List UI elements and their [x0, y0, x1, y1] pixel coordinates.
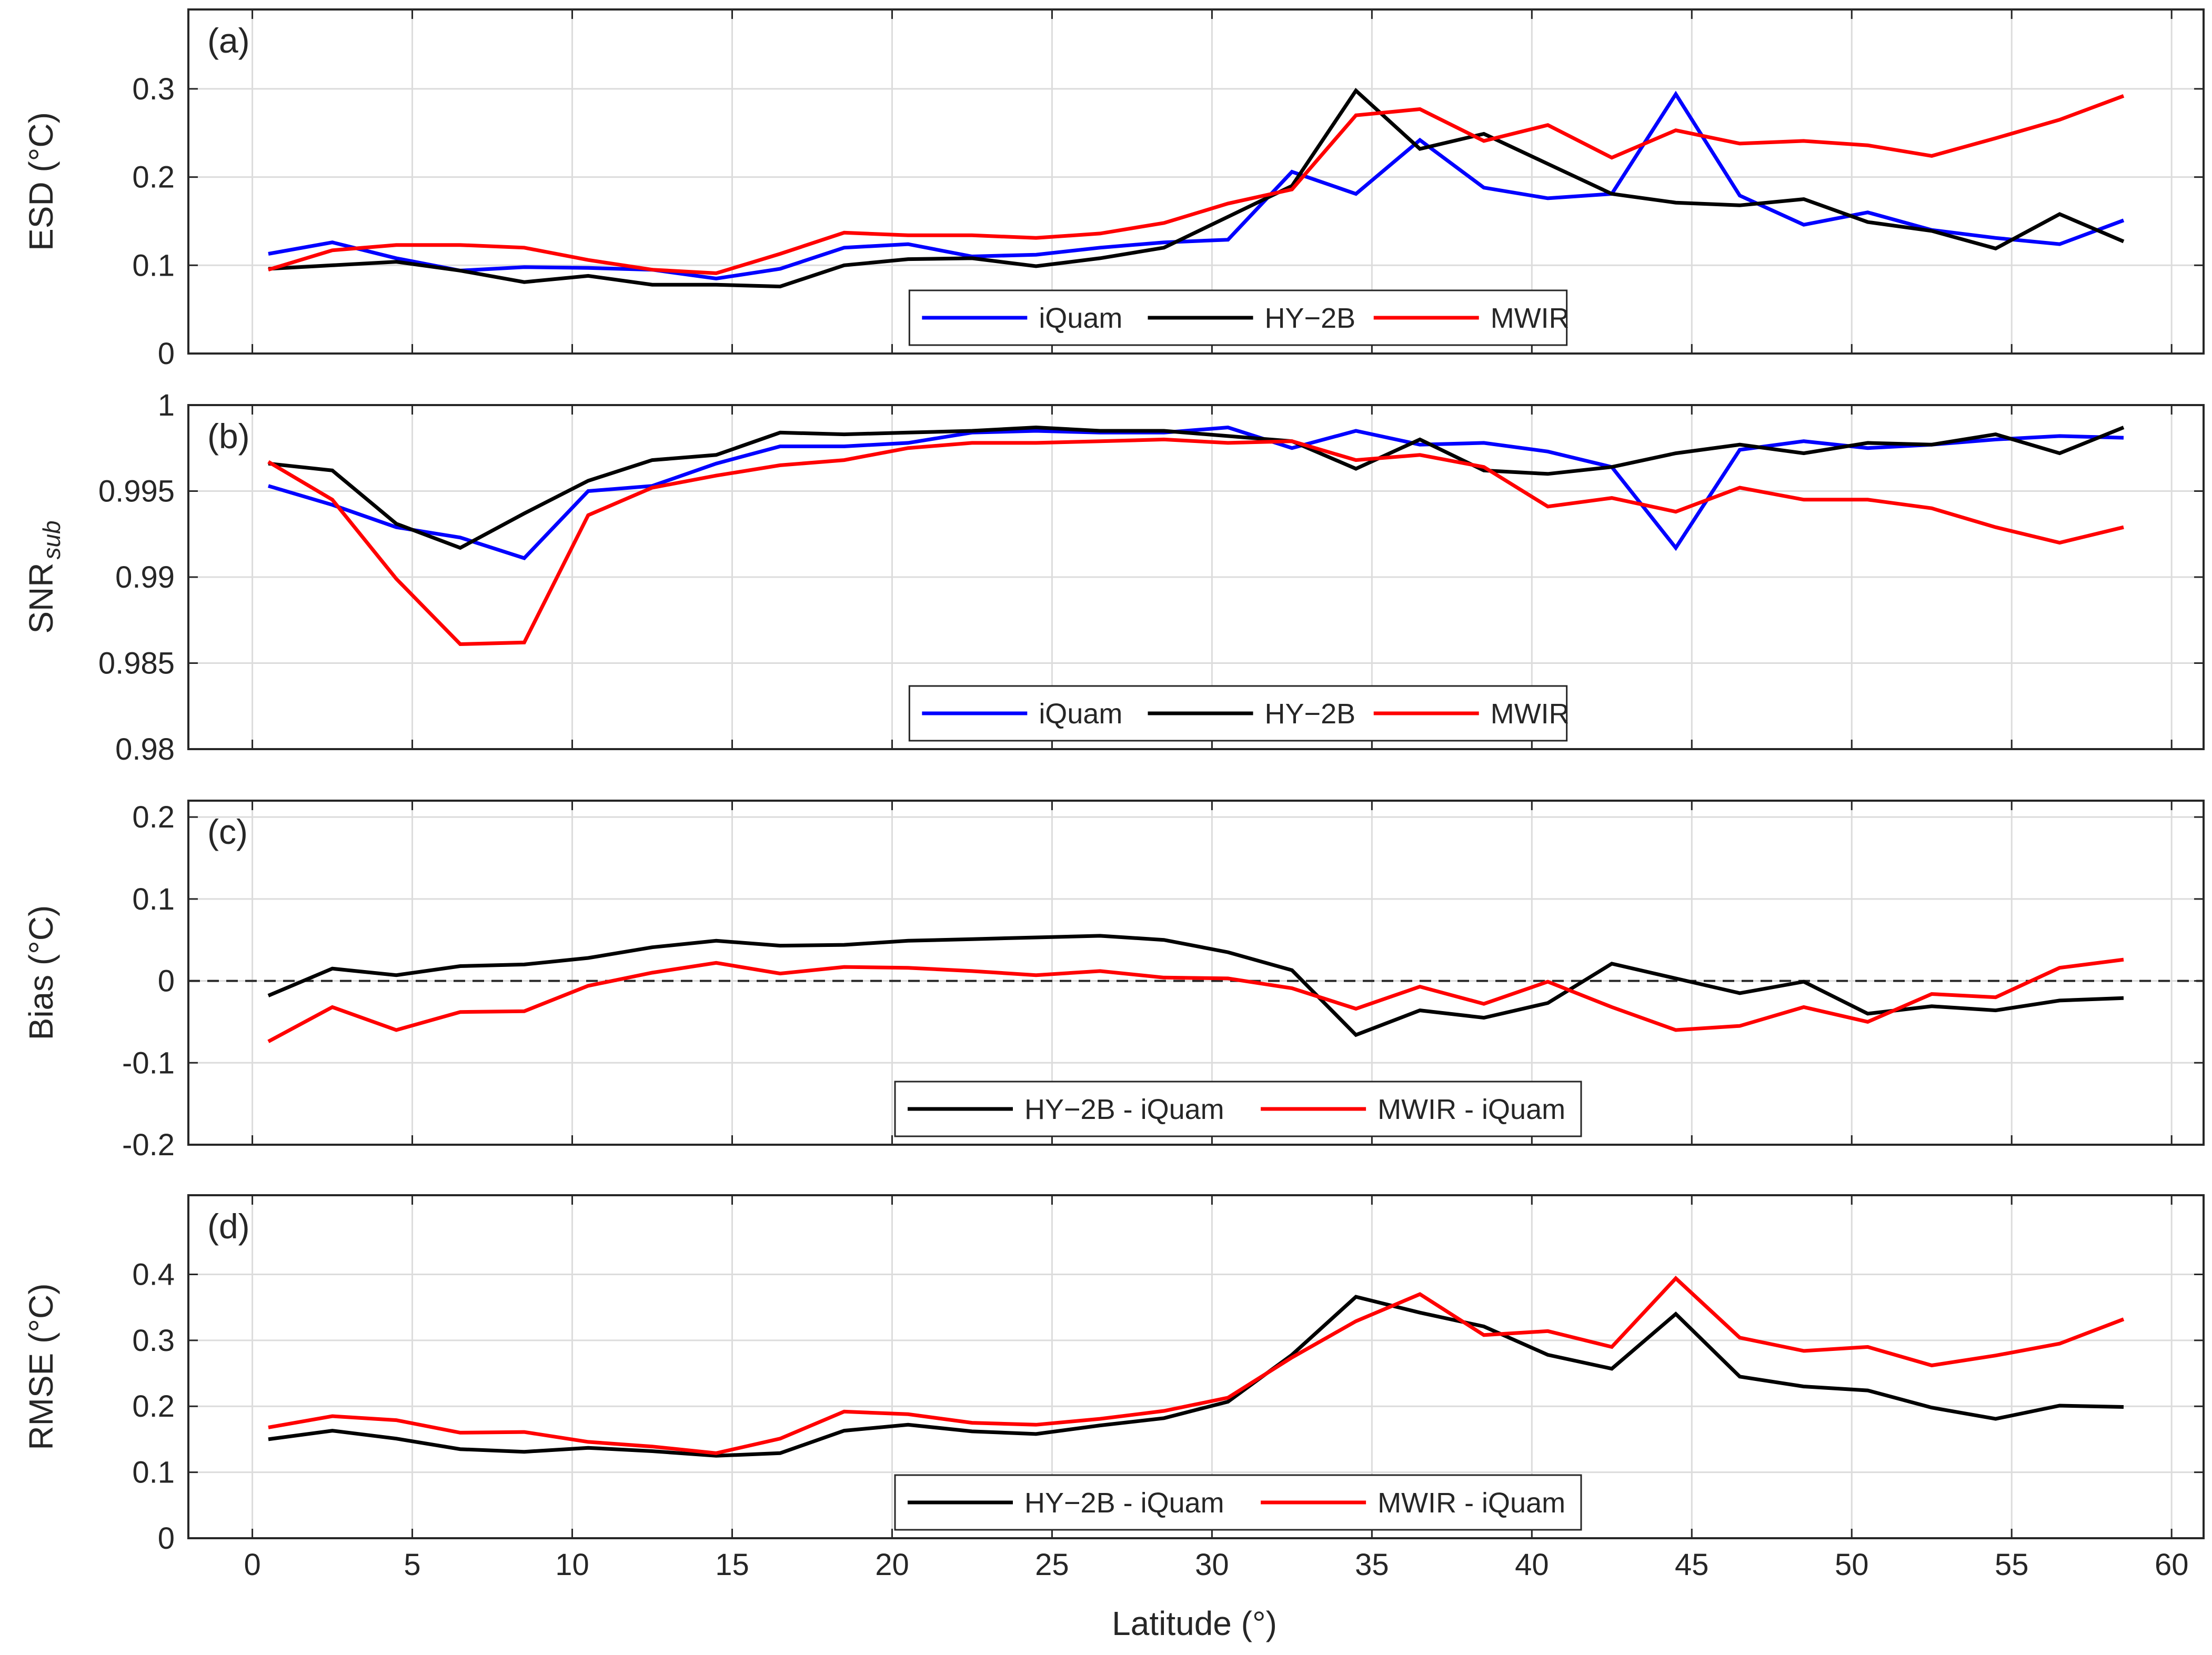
axes-frame: [187, 404, 2205, 750]
series-line-hy-2b: [268, 1295, 2124, 1458]
series-group: [267, 934, 2124, 1043]
legend: iQuam HY−2B MWIR: [908, 289, 1570, 346]
x-tick-label: 50: [1835, 1548, 1869, 1582]
panel-tag: (b): [207, 417, 250, 456]
panel-2: 0.98 0.985 0.99 0.995 1 (b) SNRsub iQuam HY−2B MW…: [22, 388, 2205, 766]
x-tick-label: 60: [2155, 1548, 2189, 1582]
legend: iQuam HY−2B MWIR: [908, 685, 1570, 742]
legend-label: iQuam: [1039, 698, 1122, 730]
panels: 00.10.20.3(a)ESD (°C)iQuam HY−2B MWIR0.980…: [22, 8, 2205, 1582]
series-group: [267, 87, 2125, 289]
y-axis-label: SNRsub: [22, 520, 65, 633]
x-tick-label: 20: [875, 1548, 909, 1582]
axes-frame: [187, 8, 2205, 355]
y-tick-label: 0.3: [132, 72, 175, 106]
y-tick-label: 0: [158, 964, 175, 998]
legend-label: HY−2B - iQuam: [1024, 1094, 1224, 1125]
y-tick-label: -0.1: [122, 1046, 175, 1080]
legend-item: HY−2B - iQuam: [908, 1487, 1224, 1519]
axes-frame: [187, 1194, 2205, 1539]
y-tick-label: 0.985: [98, 647, 175, 681]
y-tick-label: 0: [158, 1521, 175, 1556]
legend-item: iQuam: [922, 302, 1122, 334]
legend-label: MWIR: [1491, 302, 1570, 334]
y-tick-label: 0: [158, 337, 175, 371]
y-tick-label: 0.99: [115, 560, 175, 594]
y-tick-label: 0.995: [98, 475, 175, 509]
y-axis-label: RMSE (°C): [22, 1283, 60, 1450]
panel-tag: (a): [207, 21, 250, 60]
x-tick-label: 0: [244, 1548, 260, 1582]
legend-item: MWIR: [1373, 302, 1570, 334]
series-line-mwir: [267, 957, 2124, 1043]
legend: HY−2B - iQuam MWIR - iQuam: [894, 1081, 1582, 1137]
y-tick-label: 0.2: [132, 1389, 175, 1424]
y-tick-label: 0.3: [132, 1324, 175, 1358]
y-tick-label: 0.2: [132, 160, 175, 195]
y-tick-label: -0.2: [122, 1128, 175, 1162]
y-axis-label: ESD (°C): [22, 112, 60, 251]
x-tick-label: 40: [1515, 1548, 1549, 1582]
legend-item: iQuam: [922, 698, 1122, 730]
panel-4: 0 5 10 15 20 25 30 35 40 45 50 55 60 0 0.1 0.2 0.3 0.4 (d)…: [22, 1194, 2205, 1582]
legend-item: MWIR - iQuam: [1261, 1094, 1565, 1125]
legend-label: MWIR: [1491, 698, 1570, 730]
x-tick-label: 55: [1995, 1548, 2029, 1582]
panel-tag: (c): [207, 812, 248, 851]
series-group: [268, 1276, 2125, 1458]
y-axis-label-subscript: sub: [38, 520, 65, 559]
series-line-iquam: [268, 90, 2125, 281]
legend-item: HY−2B - iQuam: [908, 1094, 1224, 1125]
x-tick-label: 10: [555, 1548, 589, 1582]
legend-label: HY−2B: [1265, 302, 1356, 334]
x-tick-label: 45: [1675, 1548, 1709, 1582]
x-tick-label: 30: [1195, 1548, 1229, 1582]
y-tick-label: 0.98: [115, 732, 175, 766]
series-line-mwir: [267, 437, 2124, 647]
legend-label: MWIR - iQuam: [1378, 1094, 1565, 1125]
series-line-iquam: [268, 425, 2124, 561]
panel-1: 0 0.1 0.2 0.3 (a) ESD (°C) iQuam HY−2B MWIR: [22, 8, 2205, 371]
series-line-hy-2b: [268, 425, 2125, 550]
y-axis-label: Bias (°C): [22, 905, 60, 1041]
y-tick-label: 0.4: [132, 1257, 175, 1291]
legend-label: iQuam: [1039, 302, 1122, 334]
series-line-mwir: [267, 94, 2125, 275]
legend-label: MWIR - iQuam: [1378, 1487, 1565, 1519]
x-tick-label: 15: [715, 1548, 749, 1582]
panel-tag: (d): [207, 1207, 250, 1246]
y-tick-label: 1: [158, 388, 175, 422]
series-line-hy-2b: [268, 87, 2125, 289]
series-line-mwir: [268, 1276, 2125, 1455]
legend-item: MWIR: [1373, 698, 1570, 730]
legend-item: MWIR - iQuam: [1261, 1487, 1565, 1519]
legend-label: HY−2B - iQuam: [1024, 1487, 1224, 1519]
y-tick-label: 0.1: [132, 248, 175, 282]
legend: HY−2B - iQuam MWIR - iQuam: [894, 1474, 1582, 1531]
x-axis-label: Latitude (°): [1112, 1604, 1277, 1642]
legend-item: HY−2B: [1148, 302, 1356, 334]
x-tick-label: 5: [404, 1548, 420, 1582]
axes-frame: [187, 800, 2205, 1146]
legend-item: HY−2B: [1148, 698, 1356, 730]
series-group: [267, 425, 2125, 647]
x-tick-label: 25: [1035, 1548, 1069, 1582]
y-tick-label: 0.1: [132, 1456, 175, 1490]
panel-3: -0.2 -0.1 0 0.1 0.2 (c) Bias (°C) HY−2B - iQuam…: [22, 800, 2205, 1162]
x-tick-label: 35: [1355, 1548, 1389, 1582]
y-tick-label: 0.2: [132, 800, 175, 834]
legend-label: HY−2B: [1265, 698, 1356, 730]
series-line-hy-2b: [267, 934, 2124, 1037]
y-tick-label: 0.1: [132, 882, 175, 916]
